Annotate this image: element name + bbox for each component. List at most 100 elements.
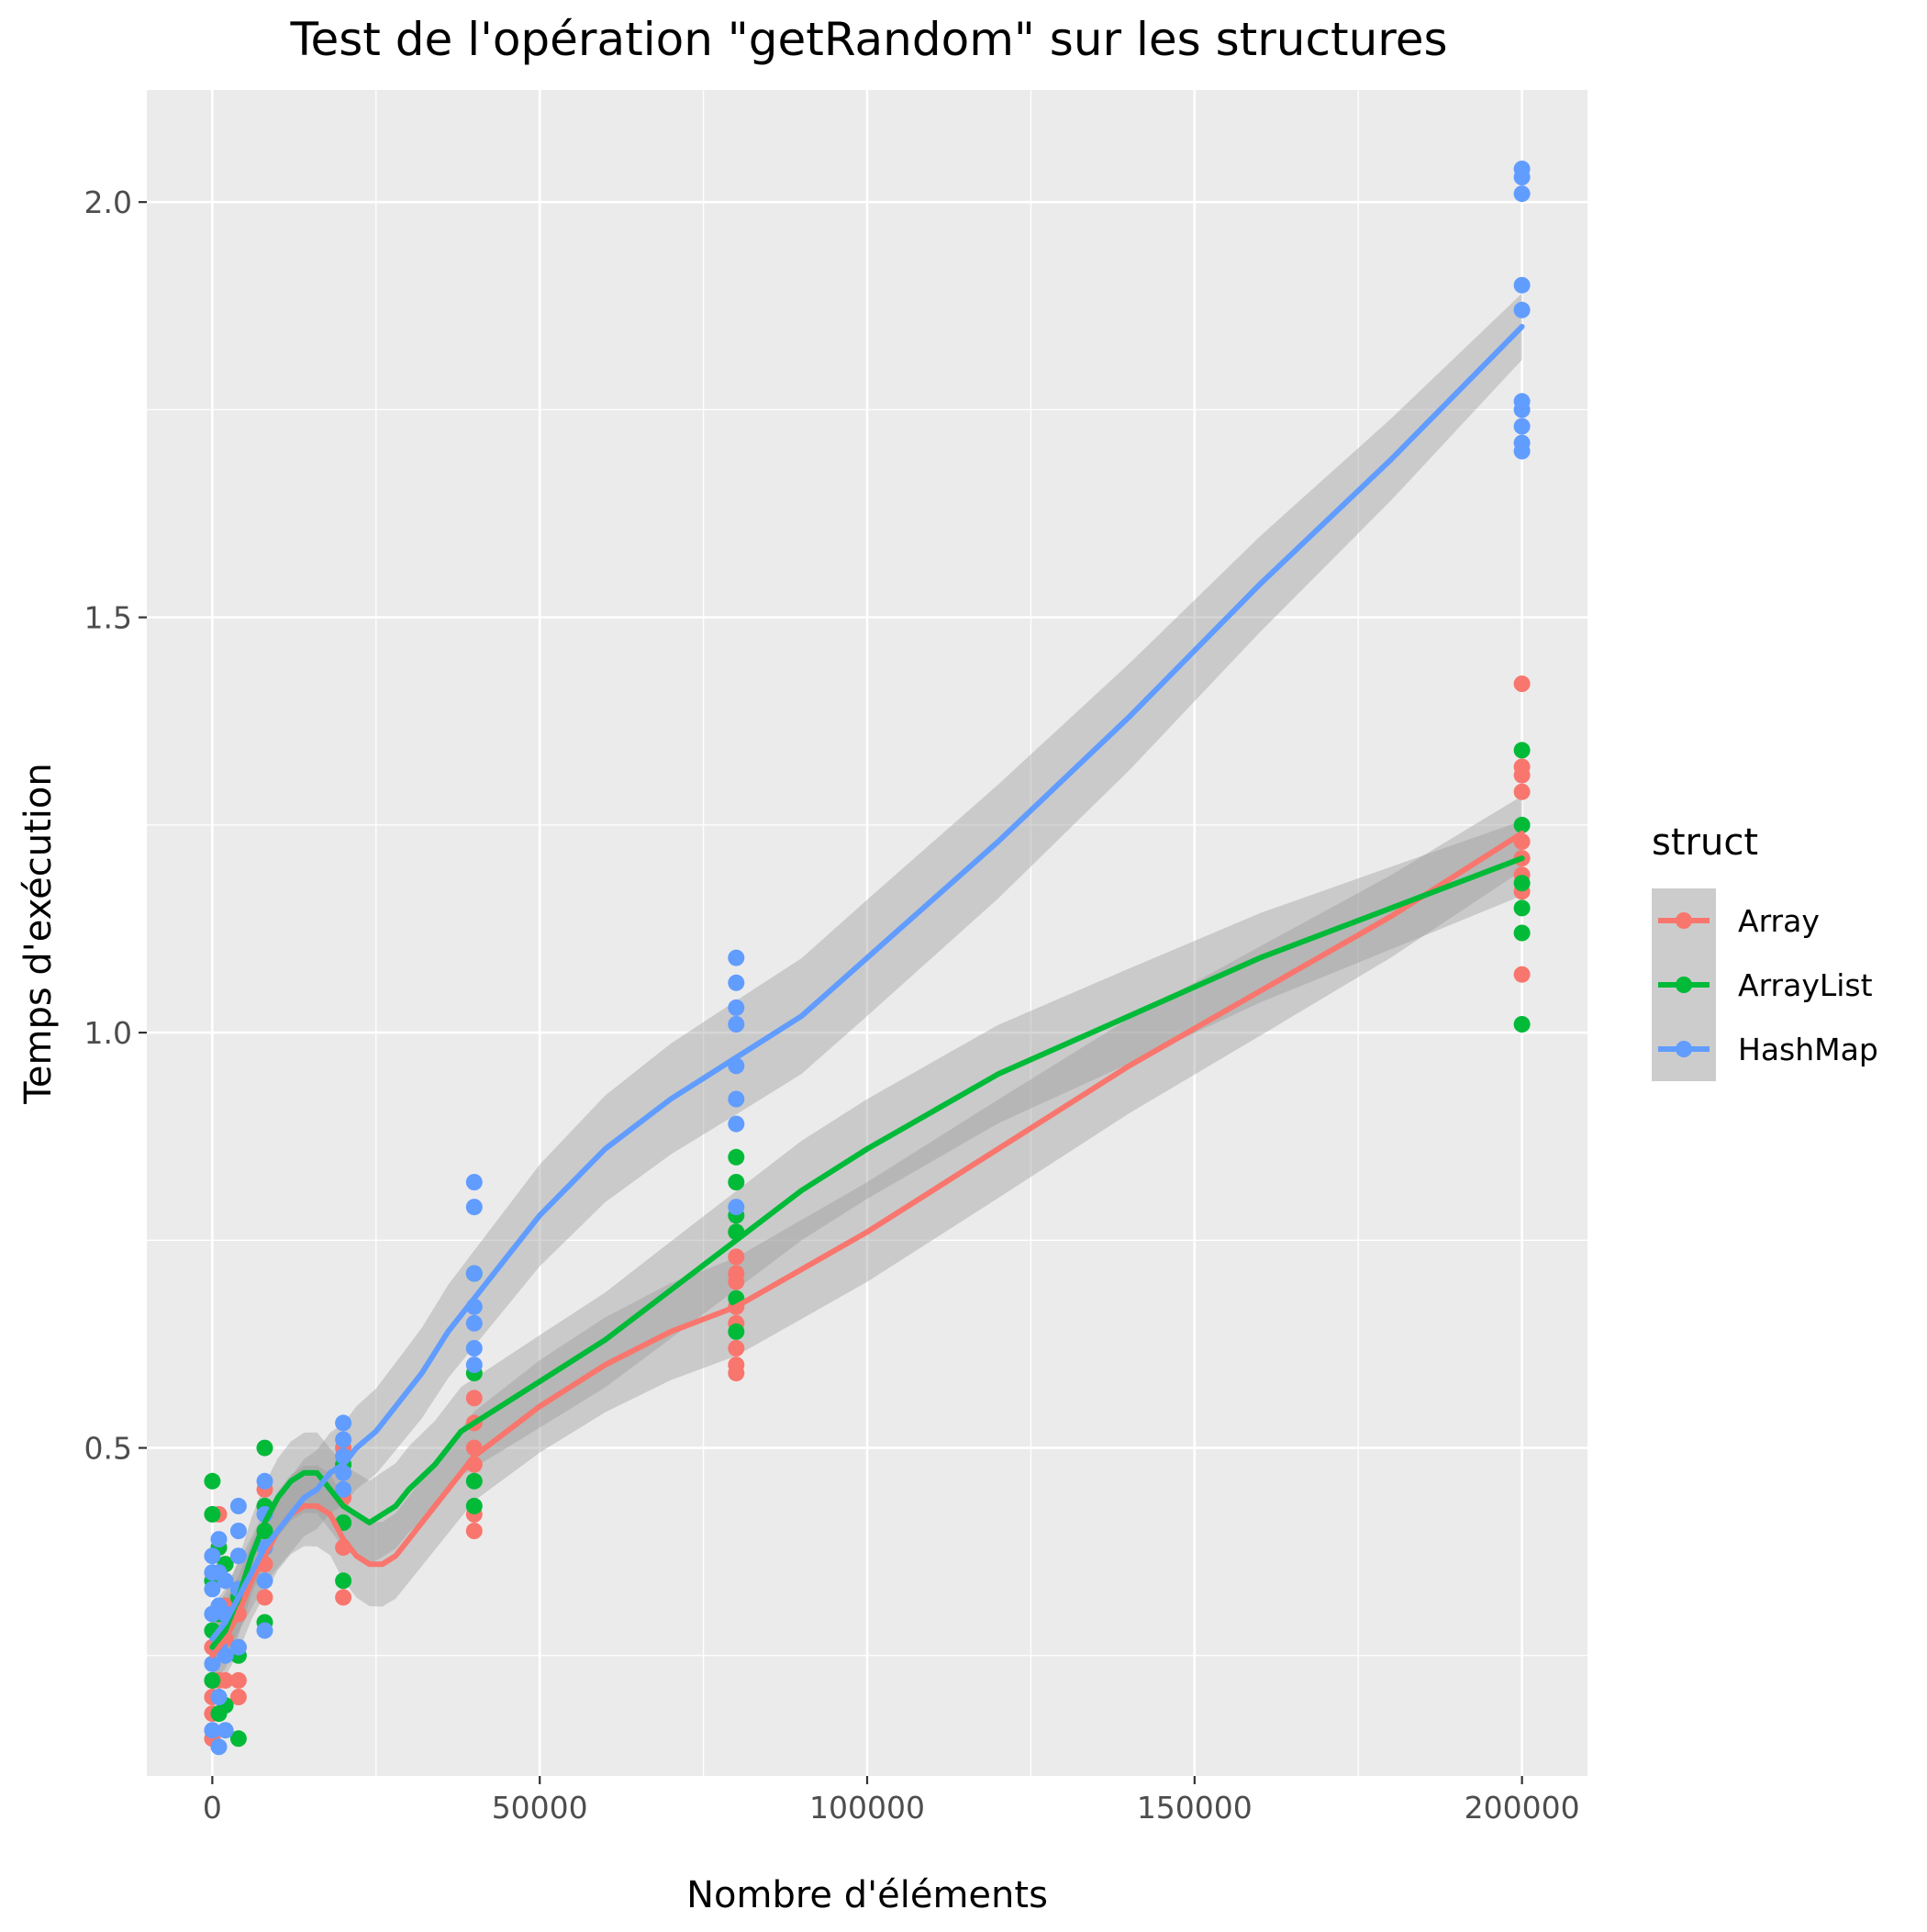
legend-label: Array xyxy=(1738,903,1820,939)
y-axis-title: Temps d'exécution xyxy=(17,763,60,1104)
point-hashmap xyxy=(728,974,745,991)
point-hashmap xyxy=(465,1174,483,1190)
point-hashmap xyxy=(210,1531,228,1548)
y-tick-label: 1.5 xyxy=(84,600,132,636)
legend: struct Array ArrayList HashMap xyxy=(1652,821,1878,1081)
point-hashmap xyxy=(465,1357,483,1374)
point-hashmap xyxy=(465,1314,483,1332)
y-tick-label: 1.0 xyxy=(84,1015,132,1051)
point-hashmap xyxy=(728,999,745,1016)
point-array xyxy=(335,1589,352,1606)
point-hashmap xyxy=(204,1580,221,1598)
point-array xyxy=(465,1523,483,1539)
legend-label: HashMap xyxy=(1738,1032,1878,1067)
point-array xyxy=(1513,783,1531,800)
point-arraylist xyxy=(1513,1016,1531,1033)
point-arraylist xyxy=(1513,742,1531,759)
point-hashmap xyxy=(1513,418,1531,435)
point-hashmap xyxy=(465,1265,483,1282)
point-hashmap xyxy=(1513,301,1531,318)
point-arraylist xyxy=(229,1730,247,1748)
point-array xyxy=(465,1390,483,1407)
legend-title: struct xyxy=(1652,821,1758,864)
point-array xyxy=(728,1265,745,1282)
legend-key-dot xyxy=(1676,977,1692,993)
point-hashmap xyxy=(217,1572,234,1590)
y-tick-label: 0.5 xyxy=(84,1431,132,1467)
smooth-line-hashmap xyxy=(209,323,1525,1642)
point-arraylist xyxy=(728,1174,745,1190)
point-array xyxy=(728,1340,745,1357)
major-gridlines xyxy=(147,90,1587,1776)
point-hashmap xyxy=(217,1722,234,1739)
y-axis-ticks: 0.5 1.0 1.5 2.0 xyxy=(84,184,147,1467)
point-array xyxy=(256,1589,273,1606)
point-hashmap xyxy=(1513,161,1531,177)
data-points xyxy=(204,161,1531,1756)
point-hashmap xyxy=(728,1090,745,1108)
x-tick-label: 0 xyxy=(203,1790,222,1826)
y-tick-label: 2.0 xyxy=(84,184,132,220)
point-hashmap xyxy=(256,1572,273,1590)
point-hashmap xyxy=(728,1199,745,1216)
chart-title: Test de l'opération "getRandom" sur les … xyxy=(289,13,1447,66)
point-arraylist xyxy=(465,1472,483,1490)
point-arraylist xyxy=(728,1323,745,1340)
point-hashmap xyxy=(229,1638,247,1656)
point-array xyxy=(1513,758,1531,776)
legend-label: ArrayList xyxy=(1738,967,1873,1003)
point-arraylist xyxy=(1513,924,1531,942)
point-arraylist xyxy=(204,1671,221,1689)
point-hashmap xyxy=(728,1016,745,1033)
point-arraylist xyxy=(335,1572,352,1590)
point-hashmap xyxy=(229,1523,247,1539)
point-arraylist xyxy=(465,1497,483,1514)
point-arraylist xyxy=(1513,875,1531,892)
x-tick-label: 150000 xyxy=(1137,1790,1253,1826)
point-array xyxy=(1513,676,1531,692)
x-tick-label: 200000 xyxy=(1465,1790,1580,1826)
point-hashmap xyxy=(204,1547,221,1565)
point-hashmap xyxy=(465,1199,483,1216)
point-arraylist xyxy=(1513,899,1531,917)
legend-key-dot xyxy=(1676,1041,1692,1057)
legend-keys: Array ArrayList HashMap xyxy=(1652,888,1878,1081)
point-arraylist xyxy=(256,1439,273,1457)
point-hashmap xyxy=(256,1622,273,1639)
point-hashmap xyxy=(728,949,745,966)
confidence-band-array xyxy=(212,796,1522,1693)
point-hashmap xyxy=(229,1497,247,1514)
point-hashmap xyxy=(465,1340,483,1357)
point-array xyxy=(728,1357,745,1374)
point-hashmap xyxy=(1513,276,1531,294)
point-hashmap xyxy=(1513,434,1531,452)
legend-key-dot xyxy=(1676,912,1692,929)
point-array xyxy=(229,1689,247,1705)
smooth-line-arraylist xyxy=(209,855,1525,1650)
point-array xyxy=(1513,966,1531,983)
point-array xyxy=(217,1671,234,1689)
point-hashmap xyxy=(335,1414,352,1432)
x-axis-title: Nombre d'éléments xyxy=(686,1874,1048,1916)
smooth-lines xyxy=(209,323,1525,1658)
point-hashmap xyxy=(204,1722,221,1739)
point-hashmap xyxy=(256,1472,273,1490)
point-hashmap xyxy=(204,1655,221,1672)
point-arraylist xyxy=(1513,816,1531,833)
point-array xyxy=(229,1671,247,1689)
point-hashmap xyxy=(335,1480,352,1498)
x-tick-label: 100000 xyxy=(809,1790,925,1826)
x-tick-label: 50000 xyxy=(492,1790,588,1826)
confidence-band-hashmap xyxy=(212,293,1522,1672)
point-arraylist xyxy=(204,1505,221,1523)
point-hashmap xyxy=(335,1431,352,1448)
point-hashmap xyxy=(1513,393,1531,410)
point-hashmap xyxy=(1513,185,1531,203)
point-hashmap xyxy=(217,1647,234,1664)
point-hashmap xyxy=(728,1115,745,1133)
point-arraylist xyxy=(204,1472,221,1490)
x-axis-ticks: 0 50000 100000 150000 200000 xyxy=(203,1776,1580,1826)
point-hashmap xyxy=(210,1689,228,1705)
